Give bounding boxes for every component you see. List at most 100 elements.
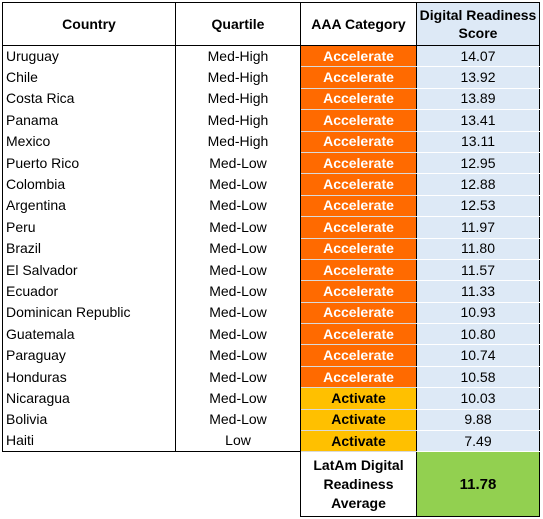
header-country: Country [2,2,176,46]
country-cell: Dominican Republic [2,302,176,324]
table-row: Bolivia Med-Low Activate 9.88 [2,409,540,432]
average-label-line2: Readiness [323,475,394,492]
category-cell: Activate [300,430,417,453]
table-row: Argentina Med-Low Accelerate 12.53 [2,195,540,218]
quartile-cell: Low [175,430,301,453]
category-cell: Accelerate [300,66,417,89]
quartile-cell: Med-Low [175,323,301,345]
country-cell: Peru [2,216,176,239]
score-cell: 7.49 [416,430,540,453]
table-row: Costa Rica Med-High Accelerate 13.89 [2,88,540,111]
quartile-cell: Med-Low [175,409,301,431]
table-row: Honduras Med-Low Accelerate 10.58 [2,366,540,389]
average-value: 11.78 [416,451,540,517]
category-cell: Activate [300,387,417,410]
category-cell: Accelerate [300,131,417,153]
table-row: Uruguay Med-High Accelerate 14.07 [2,45,540,68]
quartile-cell: Med-High [175,88,301,110]
quartile-cell: Med-Low [175,152,301,174]
quartile-cell: Med-Low [175,366,301,388]
country-cell: Uruguay [2,45,176,67]
header-quartile: Quartile [175,2,301,46]
score-cell: 11.57 [416,259,540,282]
category-cell: Accelerate [300,259,417,282]
score-cell: 10.58 [416,366,540,389]
country-cell: Chile [2,66,176,89]
quartile-cell: Med-Low [175,238,301,260]
table-row: Mexico Med-High Accelerate 13.11 [2,131,540,153]
table-row: Ecuador Med-Low Accelerate 11.33 [2,280,540,303]
score-cell: 12.88 [416,173,540,196]
country-cell: Puerto Rico [2,152,176,174]
country-cell: Brazil [2,238,176,260]
table-row: Colombia Med-Low Accelerate 12.88 [2,173,540,196]
score-cell: 13.11 [416,131,540,153]
category-cell: Accelerate [300,238,417,260]
table-row: Guatemala Med-Low Accelerate 10.80 [2,323,540,346]
table-row: Chile Med-High Accelerate 13.92 [2,66,540,89]
header-score-line1: Digital Readiness [419,7,537,23]
table-row: El Salvador Med-Low Accelerate 11.57 [2,259,540,282]
quartile-cell: Med-High [175,66,301,89]
country-cell: Haiti [2,430,176,453]
category-cell: Accelerate [300,344,417,367]
country-cell: Bolivia [2,409,176,431]
score-cell: 11.80 [416,238,540,260]
table-row: Paraguay Med-Low Accelerate 10.74 [2,344,540,367]
category-cell: Accelerate [300,280,417,303]
category-cell: Accelerate [300,323,417,346]
average-label-line3: Average [331,494,386,511]
average-row-blank-country [3,452,176,517]
score-cell: 10.03 [416,387,540,410]
quartile-cell: Med-High [175,131,301,153]
score-cell: 14.07 [416,45,540,68]
table-row: Haiti Low Activate 7.49 [2,430,540,453]
table-row: Nicaragua Med-Low Activate 10.03 [2,387,540,410]
quartile-cell: Med-Low [175,195,301,217]
country-cell: Costa Rica [2,88,176,110]
quartile-cell: Med-High [175,45,301,67]
country-cell: Nicaragua [2,387,176,410]
average-label-line1: LatAm Digital [313,456,404,473]
score-cell: 9.88 [416,409,540,432]
category-cell: Accelerate [300,152,417,175]
table-row: Panama Med-High Accelerate 13.41 [2,109,540,132]
score-cell: 11.97 [416,216,540,239]
country-cell: Ecuador [2,280,176,303]
category-cell: Accelerate [300,366,417,389]
average-row: LatAm Digital Readiness Average 11.78 [3,451,540,517]
header-score-line2: Score [458,25,498,41]
header-category: AAA Category [300,2,417,46]
category-cell: Accelerate [300,45,417,68]
table-row: Puerto Rico Med-Low Accelerate 12.95 [2,152,540,175]
category-cell: Accelerate [300,88,417,111]
category-cell: Activate [300,409,417,432]
country-cell: Paraguay [2,344,176,367]
country-cell: Panama [2,109,176,132]
category-cell: Accelerate [300,195,417,218]
country-cell: Argentina [2,195,176,217]
header-score: Digital Readiness Score [416,2,540,46]
table-body: Uruguay Med-High Accelerate 14.07 Chile Med-H… [2,45,540,517]
category-cell: Accelerate [300,109,417,132]
table-row: Peru Med-Low Accelerate 11.97 [2,216,540,239]
average-label: LatAm Digital Readiness Average [300,451,417,517]
category-cell: Accelerate [300,173,417,196]
country-cell: El Salvador [2,259,176,281]
average-row-blank-quartile [176,452,301,517]
quartile-cell: Med-Low [175,302,301,324]
quartile-cell: Med-Low [175,173,301,196]
score-cell: 13.41 [416,109,540,132]
quartile-cell: Med-Low [175,387,301,410]
quartile-cell: Med-Low [175,280,301,303]
table-header-row: Country Quartile AAA Category Digital Re… [2,2,540,46]
score-cell: 13.92 [416,66,540,89]
table-row: Brazil Med-Low Accelerate 11.80 [2,238,540,260]
category-cell: Accelerate [300,216,417,239]
score-cell: 11.33 [416,280,540,303]
country-cell: Guatemala [2,323,176,345]
score-cell: 10.80 [416,323,540,346]
country-cell: Honduras [2,366,176,388]
